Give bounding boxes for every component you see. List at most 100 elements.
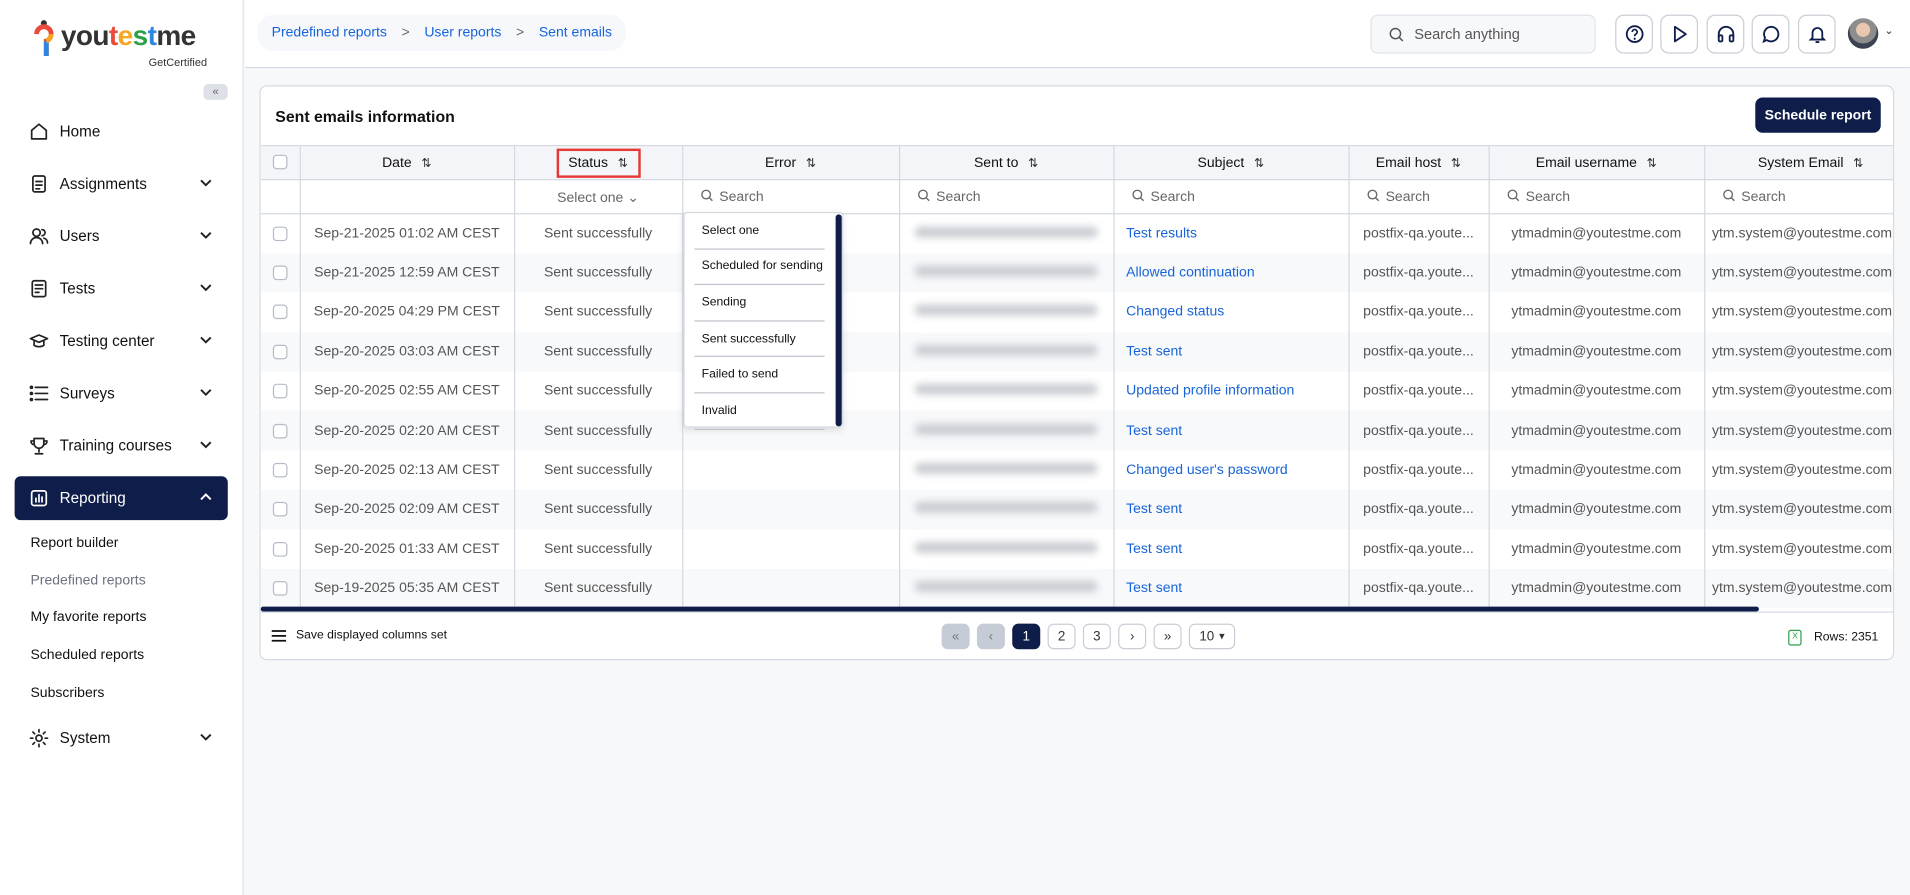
play-button[interactable] (1660, 14, 1699, 54)
sort-icon[interactable]: ⇅ (805, 156, 817, 170)
row-checkbox[interactable] (272, 581, 288, 596)
global-search-input[interactable]: Search anything (1370, 14, 1596, 54)
sidebar-item-surveys[interactable]: Surveys (15, 372, 228, 416)
horizontal-scrollbar[interactable] (260, 606, 1759, 612)
page-2-button[interactable]: 2 (1047, 623, 1076, 650)
row-checkbox[interactable] (272, 265, 288, 281)
sidebar-item-home[interactable]: Home (15, 110, 228, 154)
status-option-scheduled-for-sending[interactable]: Scheduled for sending (694, 249, 825, 286)
column-header-email-username[interactable]: Email username ⇅ (1488, 144, 1705, 181)
filter-sent-to-input[interactable]: Search (898, 179, 1114, 215)
subject-link[interactable]: Test sent (1113, 568, 1350, 609)
table-row[interactable]: Sep-20-2025 04:29 PM CEST Sent successful… (260, 292, 1893, 333)
table-row[interactable]: Sep-20-2025 02:20 AM CEST Sent successful… (260, 411, 1893, 451)
table-row[interactable]: Sep-19-2025 05:35 AM CEST Sent successful… (260, 568, 1893, 609)
table-row[interactable]: Sep-20-2025 03:03 AM CEST Sent successful… (260, 332, 1893, 372)
chat-button[interactable] (1751, 14, 1790, 54)
table-row[interactable]: Sep-20-2025 02:13 AM CEST Sent successful… (260, 450, 1893, 490)
save-columns-button[interactable]: Save displayed columns set (271, 629, 447, 642)
chevron-down-icon[interactable]: ⌄ (1884, 24, 1894, 37)
sidebar-item-assignments[interactable]: Assignments (15, 162, 228, 206)
subject-link[interactable]: Updated profile information (1113, 371, 1350, 412)
subject-link[interactable]: Test sent (1113, 529, 1350, 569)
column-header-error[interactable]: Error ⇅ (682, 144, 900, 181)
subject-link[interactable]: Test results (1113, 213, 1350, 254)
status-option-sending[interactable]: Sending (694, 285, 825, 322)
sort-icon[interactable]: ⇅ (1254, 156, 1265, 170)
sort-icon[interactable]: ⇅ (1646, 156, 1657, 170)
row-checkbox[interactable] (272, 502, 288, 517)
sort-icon[interactable]: ⇅ (617, 156, 628, 170)
subject-link[interactable]: Changed status (1113, 292, 1350, 333)
sidebar-subitem-report-builder[interactable]: Report builder (30, 535, 119, 551)
status-option-failed-to-send[interactable]: Failed to send (694, 357, 825, 394)
next-page-button[interactable]: › (1118, 623, 1147, 650)
subject-link[interactable]: Test sent (1113, 489, 1350, 530)
table-row[interactable]: Sep-21-2025 01:02 AM CEST Sent successful… (260, 213, 1893, 254)
user-avatar[interactable] (1847, 18, 1879, 49)
support-button[interactable] (1706, 14, 1745, 54)
sidebar-subitem-scheduled-reports[interactable]: Scheduled reports (30, 648, 145, 663)
excel-export-icon[interactable]: X (1788, 629, 1802, 646)
sort-icon[interactable]: ⇅ (1028, 156, 1039, 170)
subject-link[interactable]: Allowed continuation (1113, 253, 1350, 293)
table-row[interactable]: Sep-20-2025 02:55 AM CEST Sent successful… (260, 371, 1893, 412)
help-button[interactable] (1615, 14, 1653, 54)
column-header-system-email[interactable]: System Email ⇅ (1704, 144, 1893, 181)
notifications-button[interactable] (1797, 14, 1836, 54)
status-filter-select[interactable]: Select one ⌄ (514, 179, 683, 215)
dropdown-scrollbar[interactable] (835, 214, 842, 427)
sidebar-item-testing-center[interactable]: Testing center (15, 319, 228, 363)
filter-system-email-input[interactable]: Search (1704, 179, 1893, 215)
filter-error-input[interactable]: Search (682, 179, 900, 215)
sidebar-item-reporting[interactable]: Reporting (14, 476, 228, 521)
page-1-button[interactable]: 1 (1012, 623, 1041, 650)
subject-link[interactable]: Test sent (1113, 332, 1350, 372)
status-option-invalid[interactable]: Invalid (694, 393, 825, 430)
breadcrumb-predefined-reports[interactable]: Predefined reports (271, 25, 387, 41)
column-header-subject[interactable]: Subject ⇅ (1113, 144, 1350, 181)
previous-page-button[interactable]: ‹ (976, 623, 1005, 650)
first-page-button[interactable]: « (941, 623, 970, 650)
row-checkbox[interactable] (272, 344, 288, 360)
page-3-button[interactable]: 3 (1082, 623, 1111, 650)
page-size-select[interactable]: 10 ▾ (1188, 623, 1236, 650)
table-row[interactable]: Sep-20-2025 01:33 AM CEST Sent successful… (260, 529, 1893, 569)
status-option-select-one[interactable]: Select one (694, 213, 825, 250)
row-checkbox[interactable] (272, 462, 288, 478)
column-header-sent-to[interactable]: Sent to ⇅ (898, 144, 1114, 181)
subject-link[interactable]: Test sent (1113, 411, 1350, 451)
collapse-sidebar-button[interactable]: « (203, 84, 228, 100)
breadcrumb-sent-emails[interactable]: Sent emails (538, 25, 613, 41)
subject-link[interactable]: Changed user's password (1113, 450, 1350, 490)
row-checkbox[interactable] (272, 541, 288, 557)
sort-icon[interactable]: ⇅ (1853, 156, 1864, 170)
sidebar-subitem-subscribers[interactable]: Subscribers (30, 685, 105, 701)
column-header-email-host[interactable]: Email host ⇅ (1348, 144, 1490, 181)
filter-email-host-input[interactable]: Search (1348, 179, 1490, 215)
select-all-checkbox[interactable] (272, 155, 288, 170)
breadcrumb-user-reports[interactable]: User reports (424, 25, 502, 41)
logo[interactable]: youtestme GetCertified (34, 19, 207, 68)
column-header-date[interactable]: Date ⇅ (299, 144, 515, 181)
row-checkbox[interactable] (272, 305, 288, 320)
sidebar-subitem-predefined-reports[interactable]: Predefined reports (30, 573, 146, 589)
sort-icon[interactable]: ⇅ (421, 156, 432, 170)
column-header-status[interactable]: Status ⇅ (514, 144, 683, 181)
sidebar-item-system[interactable]: System (15, 716, 228, 760)
sidebar-item-tests[interactable]: Tests (15, 267, 228, 311)
last-page-button[interactable]: » (1153, 623, 1182, 650)
filter-email-username-input[interactable]: Search (1488, 179, 1705, 215)
sort-icon[interactable]: ⇅ (1450, 156, 1462, 170)
table-row[interactable]: Sep-21-2025 12:59 AM CEST Sent successful… (260, 253, 1893, 293)
row-checkbox[interactable] (272, 226, 288, 242)
sidebar-item-training-courses[interactable]: Training courses (15, 424, 228, 468)
sidebar-subitem-my-favorite-reports[interactable]: My favorite reports (30, 610, 147, 625)
schedule-report-button[interactable]: Schedule report (1755, 97, 1881, 133)
row-checkbox[interactable] (272, 423, 288, 439)
filter-subject-input[interactable]: Search (1113, 179, 1350, 215)
row-checkbox[interactable] (272, 383, 288, 399)
sidebar-item-users[interactable]: Users (15, 214, 228, 258)
table-row[interactable]: Sep-20-2025 02:09 AM CEST Sent successful… (260, 489, 1893, 530)
status-option-sent-successfully[interactable]: Sent successfully (694, 321, 825, 358)
